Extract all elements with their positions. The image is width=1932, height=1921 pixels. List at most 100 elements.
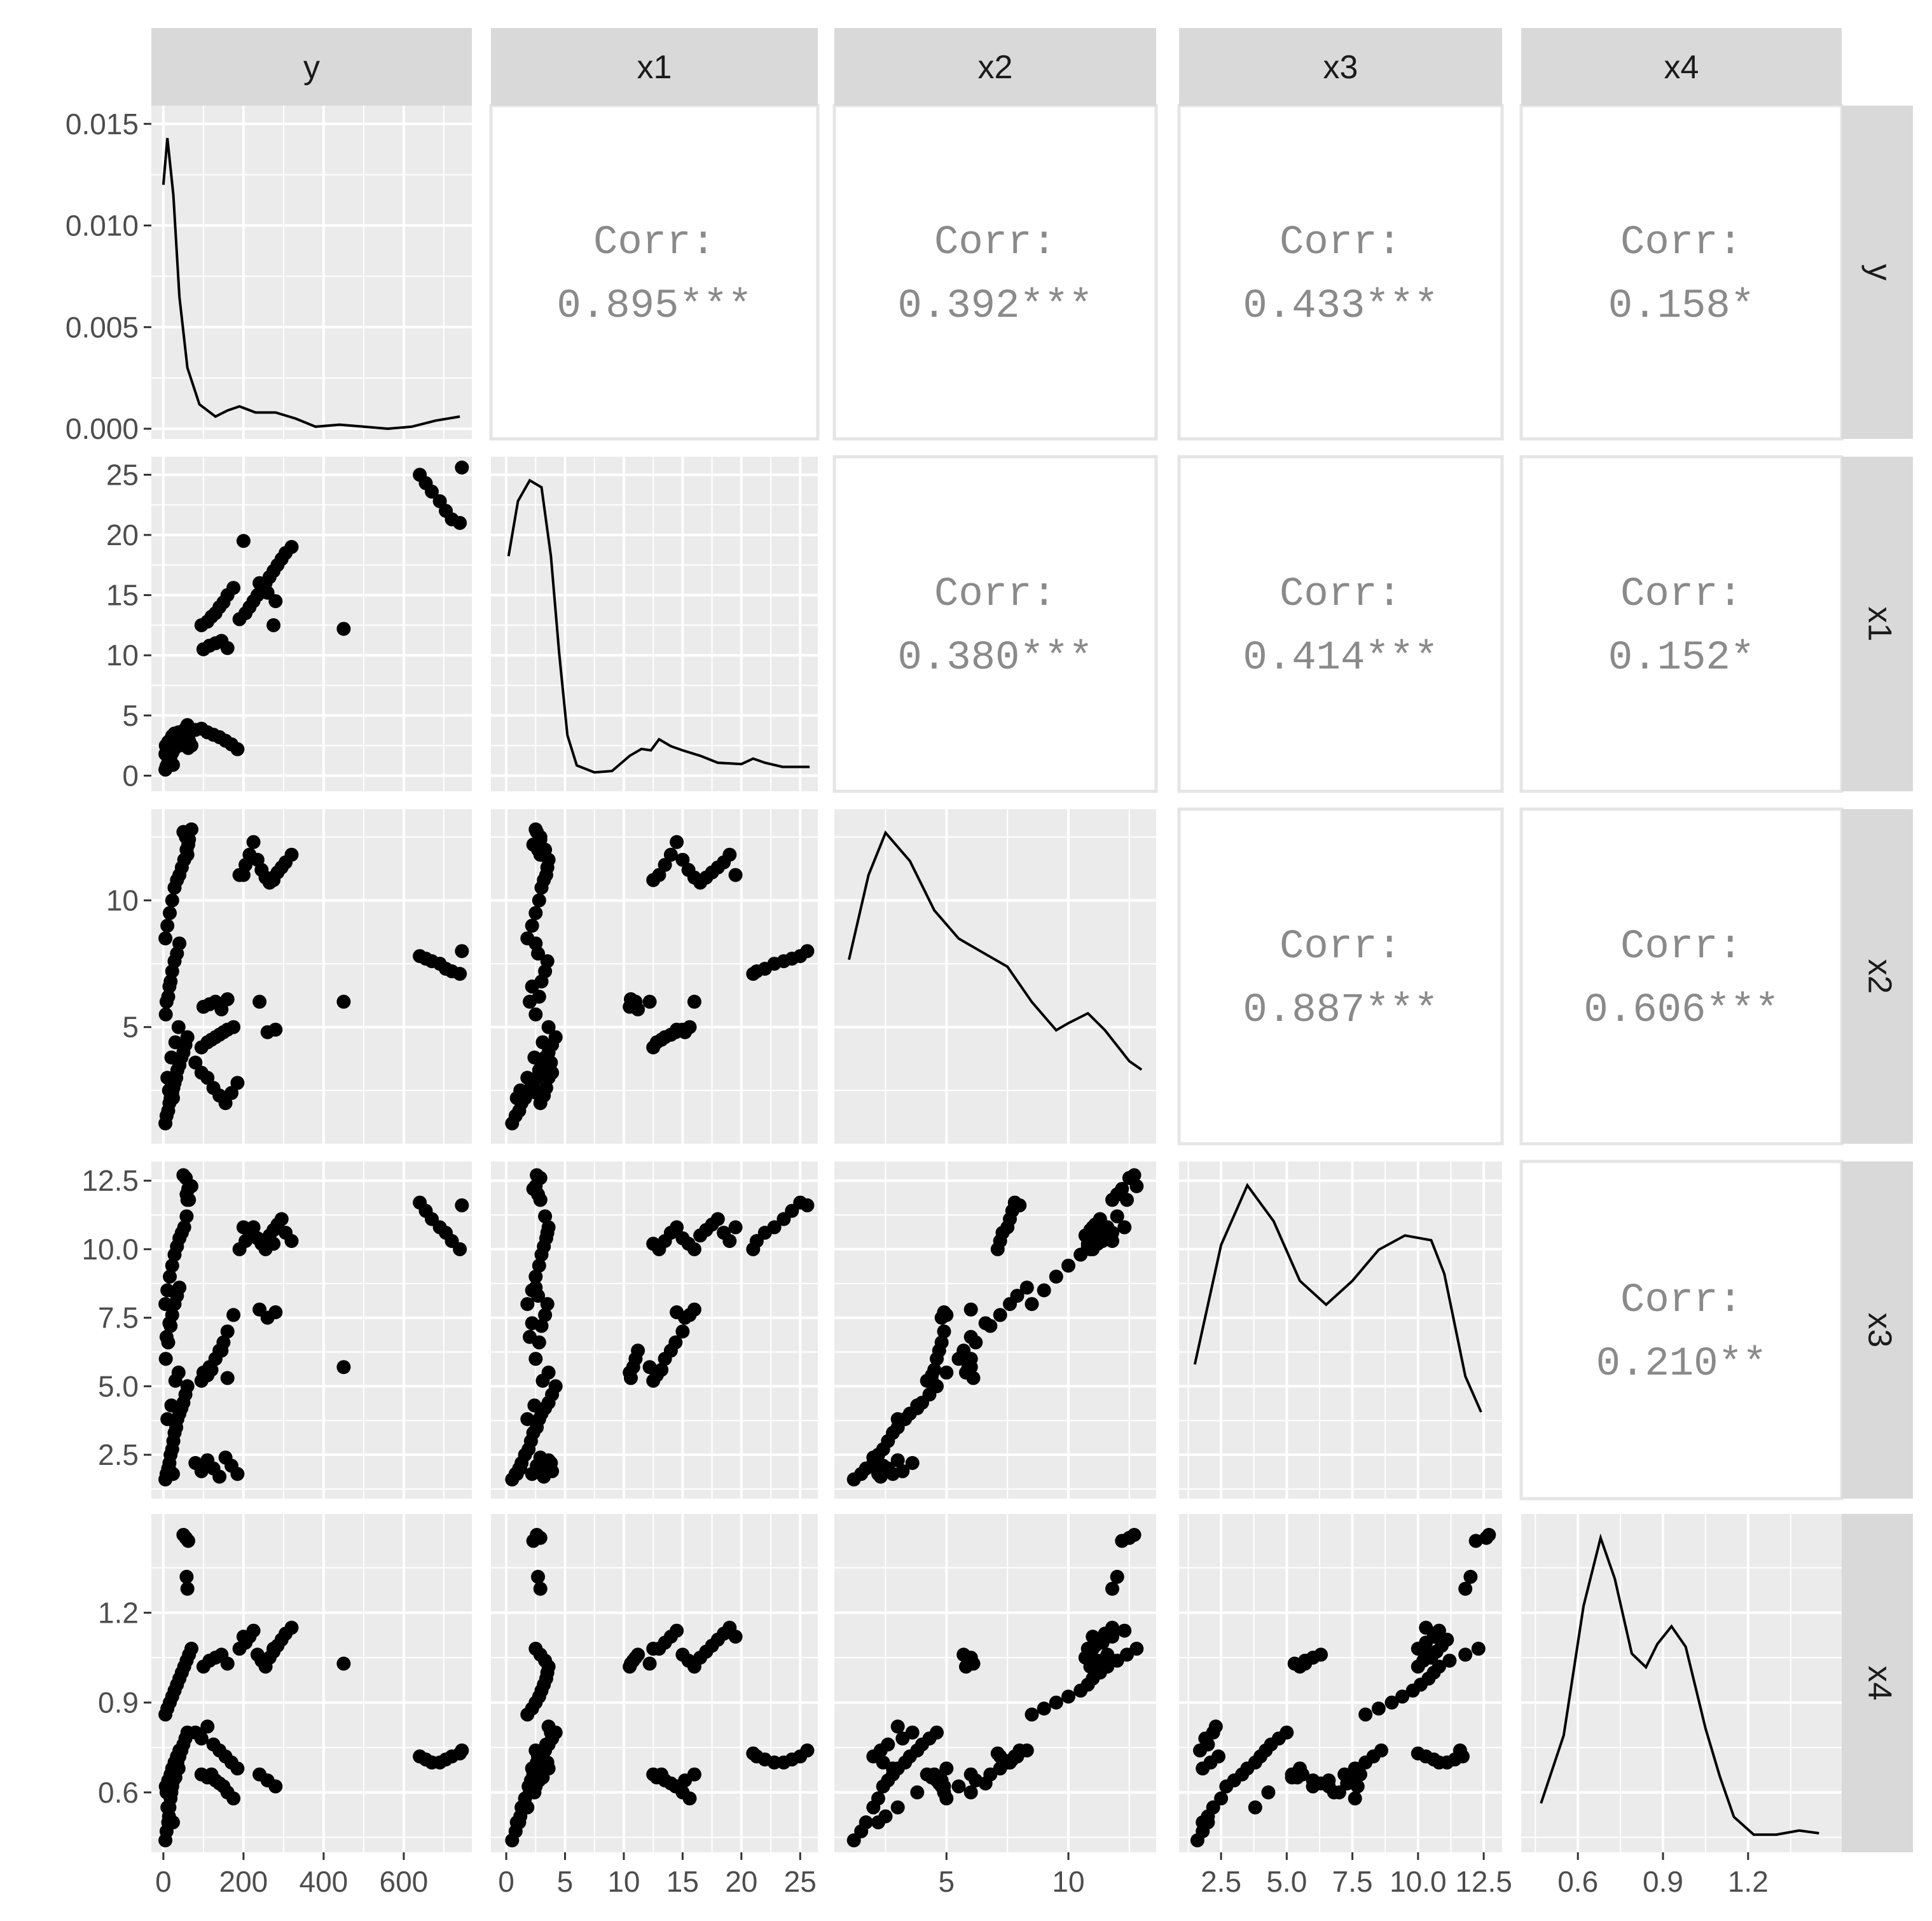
axis-ticks: 0 200 400 600 0 5 10 15 20 25 5 10 2.5 5.0 7.5 10.0 12.5… [66, 107, 1769, 1898]
data-point [670, 1305, 684, 1319]
data-point [284, 1234, 299, 1248]
data-point [1442, 1653, 1457, 1668]
data-point [646, 873, 661, 887]
data-point [180, 1581, 195, 1596]
data-point [1080, 1641, 1095, 1656]
data-point [746, 1746, 761, 1761]
y-tick-label: 10 [106, 884, 139, 917]
panel-x1-x4: Corr: 0.152* [1519, 455, 1844, 793]
data-point [509, 1467, 524, 1481]
data-point [525, 1076, 539, 1090]
y-tick-label: 1.2 [98, 1596, 139, 1629]
data-point [520, 1412, 535, 1426]
data-point [162, 1776, 177, 1791]
strip-right-x3: x3 [1842, 1162, 1913, 1499]
x-axis-y: 0 200 400 600 [155, 1852, 428, 1898]
data-point [246, 1220, 261, 1235]
data-point [525, 1761, 539, 1776]
data-point [336, 1656, 351, 1671]
data-point [533, 847, 548, 862]
data-point [166, 1467, 180, 1481]
data-point [523, 994, 537, 1009]
data-point [1321, 1779, 1336, 1794]
data-point [220, 1324, 235, 1339]
data-point [963, 1767, 978, 1782]
data-point [230, 1761, 245, 1776]
data-point [886, 1761, 900, 1776]
data-point [1432, 1660, 1446, 1674]
corr-label: Corr: [934, 220, 1056, 266]
panel-background [1179, 1162, 1502, 1499]
data-point [670, 835, 684, 849]
corr-value-x4-x1: 0.152* [1608, 635, 1755, 681]
data-point [541, 1220, 556, 1235]
data-point [453, 967, 467, 981]
data-point [642, 1360, 657, 1375]
data-point [226, 1791, 241, 1806]
corr-label: Corr: [1620, 220, 1742, 266]
corr-panel-background [1519, 807, 1844, 1146]
y-tick-label: 0.010 [66, 209, 139, 242]
data-point [963, 1656, 978, 1671]
matrix-panels: Corr:0.895***Corr:0.392***Corr:0.433***C… [151, 104, 1844, 1852]
data-point [728, 1630, 743, 1644]
data-point [956, 1343, 971, 1358]
data-point [528, 1352, 543, 1366]
data-point [1061, 1689, 1075, 1704]
data-point [163, 906, 177, 920]
strip-label: x4 [1861, 1666, 1898, 1701]
x-tick-label: 0 [498, 1865, 514, 1898]
data-point [1280, 1725, 1294, 1740]
panel-background [1521, 1514, 1842, 1852]
strip-background [491, 28, 818, 106]
data-point [525, 979, 539, 994]
data-point [523, 1329, 537, 1344]
y-tick-label: 15 [106, 579, 139, 612]
data-point [905, 1456, 920, 1470]
y-tick-label: 7.5 [98, 1301, 139, 1335]
data-point [1295, 1767, 1310, 1782]
corr-label: Corr: [1280, 924, 1402, 970]
data-point [1261, 1785, 1276, 1800]
data-point [266, 618, 281, 632]
data-point [214, 1343, 229, 1358]
y-tick-label: 12.5 [81, 1164, 139, 1197]
data-point [746, 967, 761, 981]
data-point [220, 992, 235, 1006]
strip-top-x3: x3 [1179, 28, 1502, 106]
data-point [800, 1198, 815, 1212]
data-point [910, 1398, 925, 1413]
data-point [162, 1316, 177, 1331]
data-point [548, 1030, 563, 1044]
data-point [168, 1035, 183, 1050]
data-point [728, 1220, 743, 1235]
corr-label: Corr: [934, 572, 1056, 618]
data-point [200, 1719, 215, 1734]
data-point [230, 742, 245, 756]
data-point [533, 1170, 548, 1185]
data-point [526, 1534, 541, 1548]
data-point [1196, 1761, 1210, 1776]
data-point [1115, 1534, 1129, 1548]
data-point [1110, 1569, 1124, 1584]
data-point [800, 944, 815, 959]
panel-x2-y [151, 809, 472, 1144]
data-point [266, 1641, 281, 1656]
data-point [1025, 1707, 1039, 1722]
panel-x3-x2 [834, 1162, 1156, 1499]
data-point [172, 1280, 187, 1295]
data-point [1025, 1297, 1039, 1312]
x-tick-label: 10 [607, 1865, 640, 1898]
data-point [646, 1641, 661, 1656]
data-point [1452, 1743, 1467, 1758]
data-point [453, 516, 467, 531]
data-point [548, 1379, 563, 1394]
strip-right-x2: x2 [1842, 809, 1913, 1144]
strip-top-x2: x2 [834, 28, 1156, 106]
panel-y-x1: Corr: 0.895*** [489, 104, 820, 441]
data-point [336, 1360, 351, 1375]
y-tick-label: 25 [106, 458, 139, 491]
data-point [184, 1641, 198, 1656]
y-tick-label: 0.6 [98, 1776, 139, 1809]
data-point [658, 857, 672, 872]
